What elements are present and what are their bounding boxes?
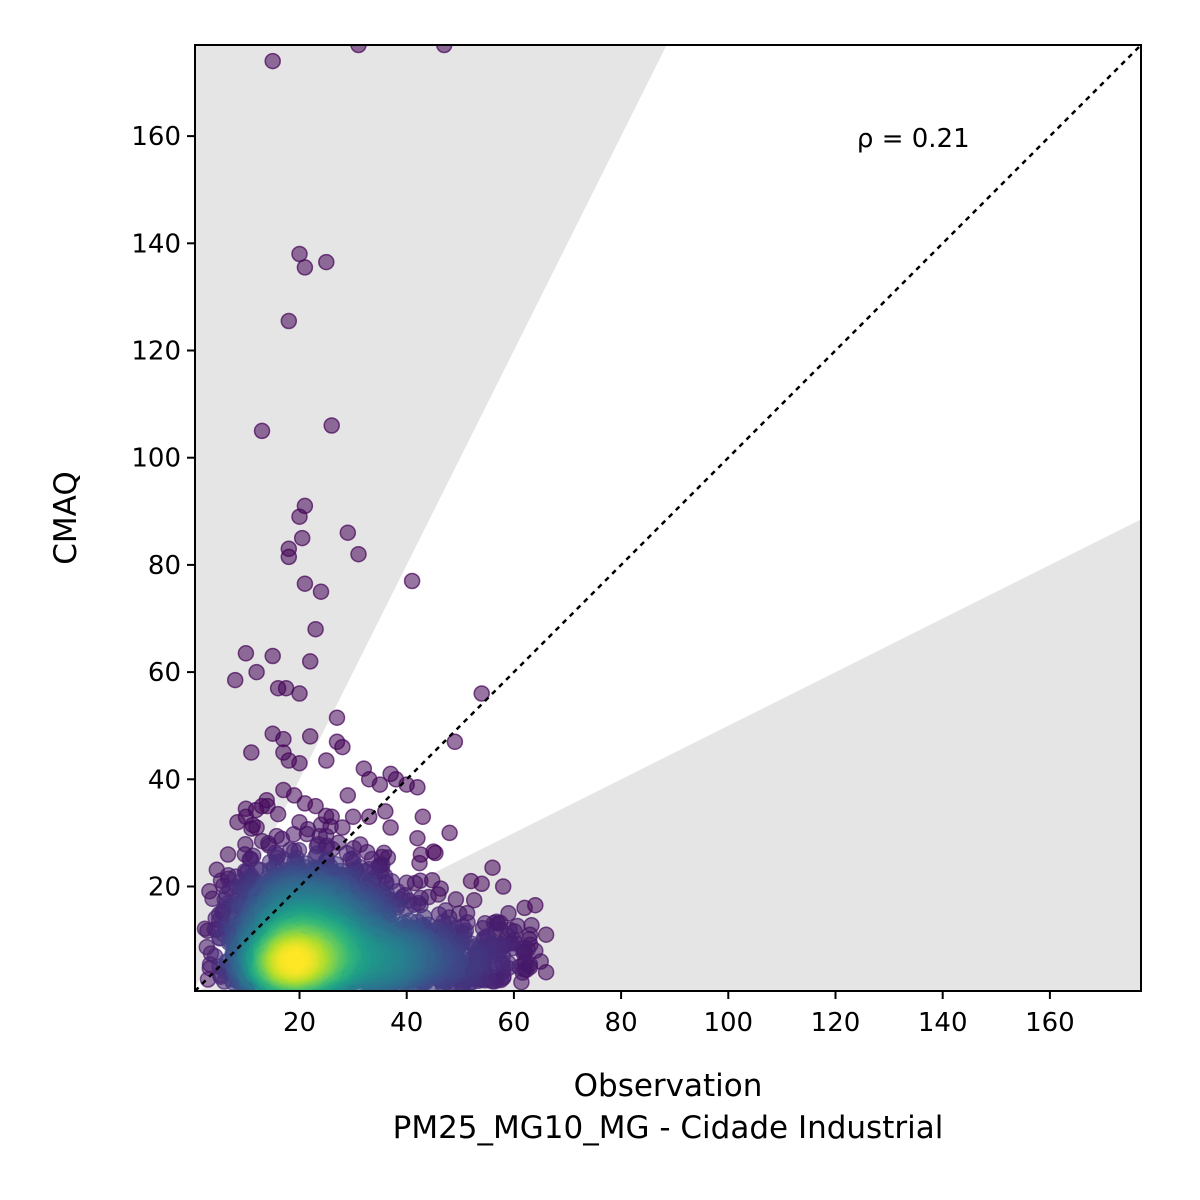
y-tick-label: 60 xyxy=(148,658,181,688)
data-point xyxy=(226,671,244,689)
data-point xyxy=(382,819,399,836)
y-tick-label: 80 xyxy=(148,551,181,581)
data-point xyxy=(371,776,389,793)
data-point xyxy=(296,575,314,592)
data-point xyxy=(247,801,265,819)
data-point xyxy=(473,685,490,702)
data-point xyxy=(237,645,255,662)
data-point xyxy=(301,653,319,670)
data-point xyxy=(312,583,330,600)
y-tick-label: 100 xyxy=(131,444,181,474)
correlation-annotation: ρ = 0.21 xyxy=(857,124,970,154)
data-point xyxy=(387,771,405,788)
y-tick-label: 20 xyxy=(148,872,181,902)
lower-shaded-band xyxy=(197,519,1141,991)
reference-line-layer xyxy=(195,45,1141,991)
data-point xyxy=(494,878,512,895)
upper-shaded-band xyxy=(195,45,667,989)
y-tick-label: 160 xyxy=(131,122,181,152)
data-point xyxy=(328,733,346,751)
data-point xyxy=(484,859,501,876)
data-point xyxy=(537,926,555,943)
data-point xyxy=(516,899,533,917)
data-point xyxy=(441,824,458,842)
x-axis-sublabel: PM25_MG10_MG - Cidade Industrial xyxy=(393,1110,944,1146)
data-point xyxy=(248,663,265,681)
data-point xyxy=(280,752,298,769)
points-layer xyxy=(196,45,555,991)
x-tick-label: 140 xyxy=(918,1008,968,1038)
data-point xyxy=(286,951,304,969)
x-tick-label: 60 xyxy=(497,1008,530,1038)
data-point xyxy=(243,744,260,761)
data-point xyxy=(465,891,483,909)
x-tick-label: 80 xyxy=(605,1008,638,1038)
data-point xyxy=(435,45,453,54)
data-point xyxy=(307,620,324,638)
data-point xyxy=(269,805,287,823)
data-point xyxy=(277,679,295,697)
data-point xyxy=(264,52,281,70)
y-tick-label: 140 xyxy=(131,229,181,259)
shaded-band-layer xyxy=(195,45,1141,991)
data-point xyxy=(323,417,340,434)
y-tick-label: 120 xyxy=(131,337,181,367)
data-point xyxy=(318,253,335,271)
data-point xyxy=(344,808,362,826)
data-point xyxy=(350,545,367,563)
data-point xyxy=(307,797,324,815)
x-tick-label: 20 xyxy=(283,1008,316,1038)
data-point xyxy=(293,529,311,547)
data-point xyxy=(403,572,421,590)
y-axis-label: CMAQ xyxy=(48,471,84,564)
data-point xyxy=(462,872,480,890)
data-point xyxy=(296,259,314,276)
data-point xyxy=(446,733,464,751)
data-point xyxy=(377,803,394,820)
data-point xyxy=(350,45,367,54)
data-point xyxy=(328,709,346,726)
x-tick-label: 100 xyxy=(703,1008,753,1038)
data-point xyxy=(301,728,319,745)
ticks-layer: 20 40 60 80 100 120 140 160 20 40 60 80 100 120 140 160 xyxy=(131,122,1074,1038)
data-point xyxy=(280,312,298,330)
plot-frame xyxy=(194,44,1142,992)
data-point xyxy=(409,829,426,847)
y-tick-label: 40 xyxy=(148,765,181,795)
x-tick-label: 40 xyxy=(390,1008,423,1038)
x-tick-label: 120 xyxy=(811,1008,861,1038)
data-point xyxy=(264,647,281,665)
one-to-one-line xyxy=(195,45,1141,991)
data-point xyxy=(280,540,298,558)
data-point xyxy=(411,854,428,872)
data-point xyxy=(339,787,357,804)
data-point xyxy=(414,808,432,826)
data-point xyxy=(318,752,335,769)
x-axis-label: Observation xyxy=(574,1068,763,1104)
data-point xyxy=(339,524,357,541)
data-point xyxy=(291,508,308,525)
data-point xyxy=(219,846,237,863)
data-point xyxy=(253,422,271,440)
data-point xyxy=(248,819,265,836)
x-tick-label: 160 xyxy=(1025,1008,1075,1038)
